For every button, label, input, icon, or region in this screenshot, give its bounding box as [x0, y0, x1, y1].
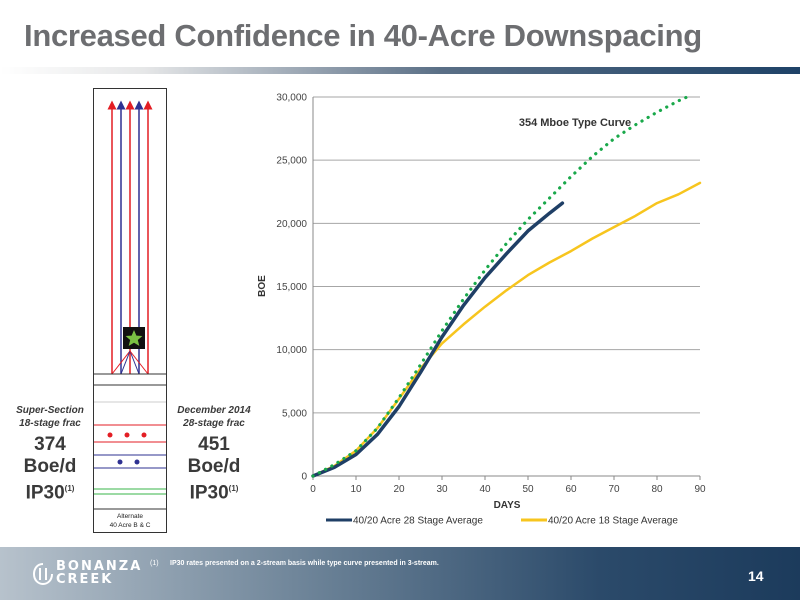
stat-value: 374 Boe/d IP30(1): [10, 434, 90, 504]
chart-gridlines: [313, 96, 700, 414]
logo-line2: CREEK: [56, 572, 114, 587]
logo-line1: BONANZA: [56, 559, 143, 574]
chart-tick-labels: 0 5,000 10,000 15,000 20,000 25,000 30,000 0 10 2…: [276, 93, 706, 496]
title-divider-bar: [0, 67, 800, 74]
y-tick-label: 20,000: [276, 219, 307, 230]
bonanza-creek-logo-icon: [32, 563, 53, 586]
diagram-caption-line2: 40 Acre B & C: [110, 522, 151, 529]
y-tick-label: 10,000: [276, 345, 307, 356]
footer-bar: [0, 547, 800, 600]
y-tick-label: 5,000: [282, 408, 307, 419]
x-axis-label: DAYS: [494, 500, 521, 511]
x-tick-label: 90: [694, 484, 706, 495]
y-tick-label: 15,000: [276, 282, 307, 293]
well-spacing-diagram: Alternate 40 Acre B & C: [93, 88, 167, 533]
super-section-stat: Super-Section 18-stage frac 374 Boe/d IP…: [10, 404, 90, 504]
x-tick-label: 60: [565, 484, 577, 495]
y-axis-label: BOE: [257, 275, 268, 297]
red-well-dot: [124, 432, 130, 438]
chart-axes: [312, 97, 701, 480]
x-tick-label: 50: [522, 484, 534, 495]
x-tick-label: 30: [436, 484, 448, 495]
blue-well-dot: [117, 459, 123, 465]
x-tick-label: 70: [608, 484, 620, 495]
slide-title: Increased Confidence in 40-Acre Downspac…: [24, 18, 702, 53]
stat-metric: IP30(1): [25, 482, 75, 504]
footnote-text: IP30 rates presented on a 2-stream basis…: [170, 560, 439, 567]
type-curve-dotted-line: [311, 95, 689, 478]
series-18-stage-average-line: [311, 181, 702, 478]
stat-value: 451 Boe/d IP30(1): [170, 434, 258, 504]
stat-number: 374: [34, 434, 66, 455]
stat-label-line2: 18-stage frac: [19, 418, 81, 429]
stat-label-line2: 28-stage frac: [183, 418, 245, 429]
star-icon: [125, 330, 143, 346]
stat-unit: Boe/d: [187, 456, 241, 477]
red-well-dot: [141, 432, 147, 438]
stat-label-line1: Super-Section: [16, 405, 84, 416]
y-tick-label: 0: [301, 472, 307, 483]
stat-unit: Boe/d: [23, 456, 77, 477]
december-2014-stat: December 2014 28-stage frac 451 Boe/d IP…: [170, 404, 258, 504]
x-tick-label: 80: [651, 484, 663, 495]
chart-legend: 40/20 Acre 28 Stage Average 40/20 Acre 18…: [326, 516, 678, 527]
x-tick-label: 40: [479, 484, 491, 495]
type-curve-annotation: 354 Mboe Type Curve: [519, 117, 631, 129]
stat-number: 451: [198, 434, 230, 455]
stat-label-line1: December 2014: [177, 405, 251, 416]
stat-metric: IP30(1): [189, 482, 239, 504]
y-tick-label: 30,000: [276, 93, 307, 104]
series-28-stage-average-line: [311, 201, 565, 478]
page-number: 14: [748, 568, 764, 584]
footnote-marker: (1): [150, 560, 159, 567]
x-tick-label: 0: [310, 484, 316, 495]
legend-label: 40/20 Acre 28 Stage Average: [353, 516, 483, 527]
x-tick-label: 20: [393, 484, 405, 495]
x-tick-label: 10: [350, 484, 362, 495]
y-tick-label: 25,000: [276, 156, 307, 167]
chart-series: [311, 95, 702, 478]
diagram-caption-line1: Alternate: [117, 513, 143, 520]
company-logo-text: BONANZA CREEK: [56, 560, 142, 586]
legend-label: 40/20 Acre 18 Stage Average: [548, 516, 678, 527]
red-well-dot: [107, 432, 113, 438]
blue-well-dot: [134, 459, 140, 465]
